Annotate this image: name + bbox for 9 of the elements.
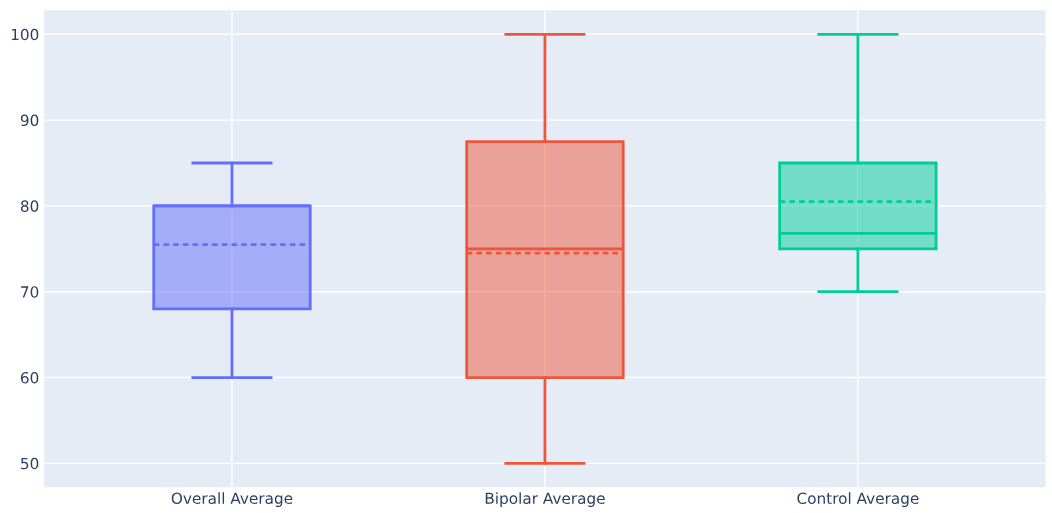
y-tick-label: 50 — [21, 457, 39, 470]
y-tick-label: 70 — [21, 286, 39, 298]
y-tick-label: 100 — [11, 28, 39, 41]
x-tick-label: Bipolar Average — [485, 492, 605, 507]
y-tick-label: 60 — [20, 371, 39, 384]
y-tick-label: 90 — [20, 114, 39, 127]
y-tick-label: 80 — [20, 200, 39, 212]
x-tick-label: Overall Average — [171, 492, 293, 507]
x-tick-label: Control Average — [797, 492, 919, 507]
